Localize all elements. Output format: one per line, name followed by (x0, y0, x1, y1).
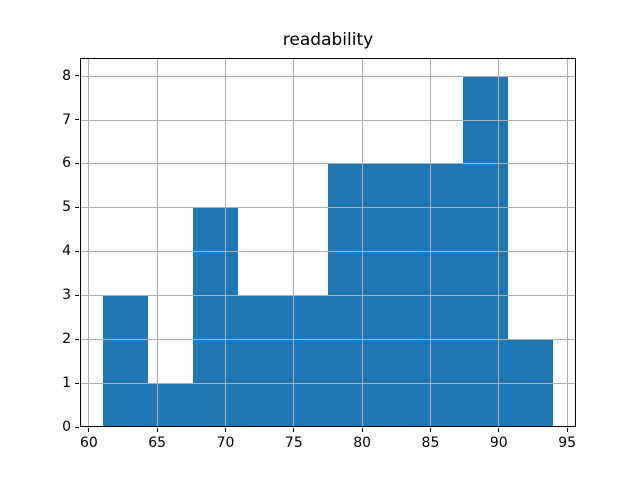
y-tick-mark (75, 426, 79, 428)
y-tick-label: 3 (62, 287, 71, 304)
y-tick-mark (75, 75, 79, 77)
y-tick-label: 4 (62, 243, 71, 260)
histogram-bar (418, 163, 464, 427)
histogram-bar (463, 75, 509, 427)
y-tick-label: 7 (62, 111, 71, 128)
histogram-bar (237, 295, 283, 427)
y-tick-mark (75, 162, 79, 164)
histogram-bar (147, 383, 193, 427)
x-tick-label: 90 (489, 435, 508, 451)
x-tick-label: 80 (353, 435, 372, 451)
x-tick-mark (429, 428, 431, 432)
x-tick-mark (498, 428, 500, 432)
x-tick-mark (88, 428, 90, 432)
x-tick-mark (293, 428, 295, 432)
x-tick-label: 70 (216, 435, 235, 451)
histogram-bar (192, 207, 238, 427)
histogram-bar (102, 295, 148, 427)
y-tick-mark (75, 382, 79, 384)
bars-layer (80, 58, 576, 427)
x-tick-label: 60 (79, 435, 98, 451)
histogram-bar (328, 163, 374, 427)
y-tick-label: 0 (62, 419, 71, 435)
y-tick-mark (75, 250, 79, 252)
y-tick-mark (75, 206, 79, 208)
x-tick-mark (361, 428, 363, 432)
plot-area (80, 58, 576, 427)
chart-title: readability (282, 30, 374, 50)
y-tick-label: 6 (62, 155, 71, 172)
x-tick-label: 75 (284, 435, 303, 451)
y-tick-label: 2 (62, 331, 71, 348)
y-tick-mark (75, 338, 79, 340)
y-tick-label: 5 (62, 199, 71, 216)
histogram-bar (282, 295, 328, 427)
histogram-bar (508, 339, 554, 427)
x-tick-label: 95 (558, 435, 577, 451)
y-tick-label: 8 (62, 67, 71, 84)
x-tick-mark (156, 428, 158, 432)
histogram-bar (373, 163, 419, 427)
x-tick-mark (566, 428, 568, 432)
y-tick-mark (75, 119, 79, 120)
x-tick-label: 65 (148, 435, 167, 451)
y-tick-mark (75, 294, 79, 296)
x-tick-mark (225, 428, 227, 432)
x-tick-label: 85 (421, 435, 440, 451)
y-tick-label: 1 (62, 375, 71, 392)
